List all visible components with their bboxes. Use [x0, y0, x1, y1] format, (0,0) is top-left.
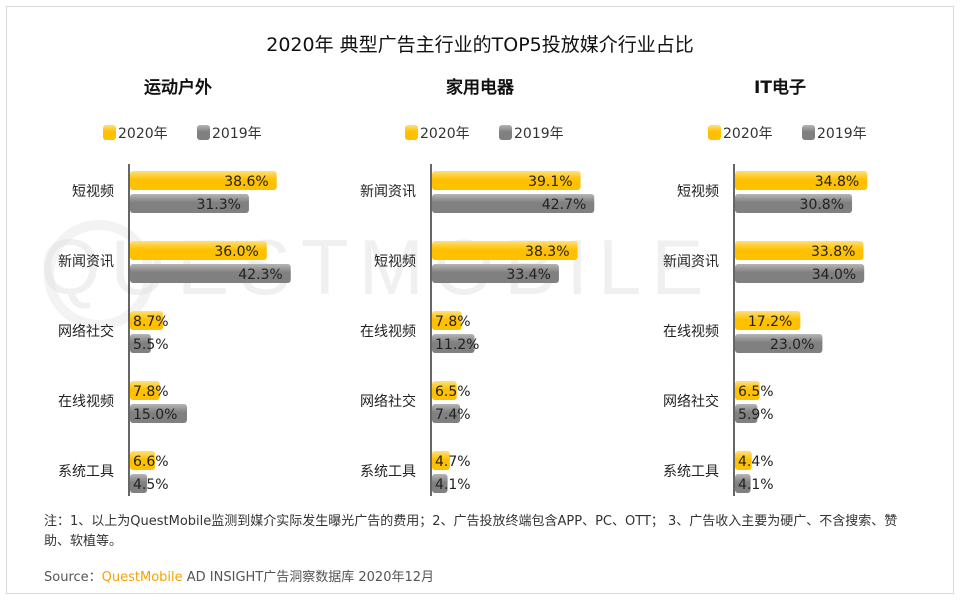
data-label-2020: 17.2%	[748, 314, 792, 330]
category-label: 在线视频	[360, 324, 416, 340]
data-label-2020: 36.0%	[214, 244, 258, 260]
bar-2019	[130, 264, 291, 283]
bar-2019	[130, 194, 249, 213]
legend-label-2019: 2019年	[514, 126, 564, 142]
legend-label-2019: 2019年	[212, 126, 262, 142]
bar-2020	[432, 171, 581, 190]
bar-2019	[735, 194, 853, 213]
data-label-2019: 4.1%	[435, 477, 471, 493]
legend-swatch-2019	[499, 125, 512, 140]
data-label-2020: 38.6%	[224, 174, 268, 190]
data-label-2019: 7.4%	[435, 407, 471, 423]
data-label-2020: 34.8%	[815, 174, 859, 190]
bar-2019	[130, 474, 148, 493]
data-label-2019: 42.3%	[238, 267, 282, 283]
bar-2019	[432, 194, 595, 213]
bar-2019	[432, 334, 475, 353]
category-label: 网络社交	[663, 393, 719, 410]
bar-2020	[735, 311, 801, 330]
category-label: 新闻资讯	[360, 184, 416, 200]
category-label: 网络社交	[360, 393, 416, 410]
source-prefix: Source：	[44, 570, 102, 585]
category-label: 在线视频	[58, 394, 114, 410]
data-label-2019: 4.5%	[133, 477, 169, 493]
legend-swatch-2020	[103, 125, 116, 140]
panel-title: IT电子	[754, 77, 806, 98]
data-label-2020: 7.8%	[133, 384, 169, 400]
category-label: 系统工具	[663, 464, 719, 480]
data-label-2019: 4.1%	[738, 477, 774, 493]
bar-2020	[432, 241, 578, 260]
bar-2020	[735, 451, 752, 470]
bar-2020	[130, 241, 267, 260]
data-label-2020: 33.8%	[811, 244, 855, 260]
bar-2020	[432, 381, 457, 400]
bar-2020	[130, 171, 277, 190]
bar-2019	[735, 404, 758, 423]
data-label-2020: 6.5%	[738, 384, 774, 400]
bar-2020	[130, 451, 156, 470]
data-label-2019: 5.9%	[738, 407, 774, 423]
data-label-2019: 31.3%	[196, 197, 240, 213]
bar-2020	[432, 311, 462, 330]
data-label-2020: 6.6%	[133, 454, 169, 470]
bar-2020	[735, 241, 864, 260]
figure-frame	[6, 6, 954, 594]
figure-title: 2020年 典型广告主行业的TOP5投放媒介行业占比	[266, 34, 694, 56]
bar-2020	[130, 311, 164, 330]
panel-title: 运动户外	[144, 77, 212, 98]
category-label: 系统工具	[360, 464, 416, 480]
data-label-2020: 4.4%	[738, 454, 774, 470]
category-label: 短视频	[677, 184, 719, 200]
bar-2019	[130, 334, 151, 353]
data-label-2020: 6.5%	[435, 384, 471, 400]
bar-2019	[432, 474, 448, 493]
legend-label-2020: 2020年	[118, 126, 168, 142]
category-label: 短视频	[72, 184, 114, 200]
source-brand: QuestMobile	[101, 570, 183, 585]
legend-label-2020: 2020年	[420, 126, 470, 142]
data-label-2019: 15.0%	[133, 407, 177, 423]
data-label-2020: 7.8%	[435, 314, 471, 330]
data-label-2019: 23.0%	[770, 337, 814, 353]
data-label-2020: 39.1%	[528, 174, 572, 190]
source-line: Source：QuestMobile AD INSIGHT广告洞察数据库 202…	[44, 566, 434, 585]
legend-label-2019: 2019年	[817, 126, 867, 142]
data-label-2019: 30.8%	[800, 197, 844, 213]
category-label: 网络社交	[58, 323, 114, 340]
panel-title: 家用电器	[446, 77, 515, 98]
bar-2020	[432, 451, 450, 470]
data-label-2019: 5.5%	[133, 337, 169, 353]
legend-swatch-2020	[405, 125, 418, 140]
legend-swatch-2020	[708, 125, 721, 140]
footnote: 注：1、以上为QuestMobile监测到媒介实际发生曝光广告的费用；2、广告投…	[44, 514, 898, 549]
bar-2019	[130, 404, 187, 423]
bar-2019	[735, 474, 751, 493]
bar-2019	[432, 404, 461, 423]
data-label-2019: 42.7%	[542, 197, 586, 213]
legend-label-2020: 2020年	[723, 126, 773, 142]
source-rest: AD INSIGHT广告洞察数据库 2020年12月	[182, 570, 435, 585]
data-label-2020: 38.3%	[525, 244, 569, 260]
bar-2019	[735, 334, 823, 353]
legend-swatch-2019	[802, 125, 815, 140]
category-label: 新闻资讯	[663, 254, 719, 270]
category-label: 在线视频	[663, 324, 719, 340]
data-label-2019: 11.2%	[435, 337, 479, 353]
data-label-2019: 33.4%	[506, 267, 550, 283]
category-label: 系统工具	[58, 464, 114, 480]
category-label: 短视频	[374, 254, 416, 270]
legend-swatch-2019	[197, 125, 210, 140]
data-label-2019: 34.0%	[812, 267, 856, 283]
data-label-2020: 4.7%	[435, 454, 471, 470]
category-label: 新闻资讯	[58, 254, 114, 270]
bar-2020	[130, 381, 160, 400]
bar-2020	[735, 381, 760, 400]
bar-2019	[432, 264, 559, 283]
bar-2019	[735, 264, 865, 283]
data-label-2020: 8.7%	[133, 314, 169, 330]
bar-2020	[735, 171, 868, 190]
